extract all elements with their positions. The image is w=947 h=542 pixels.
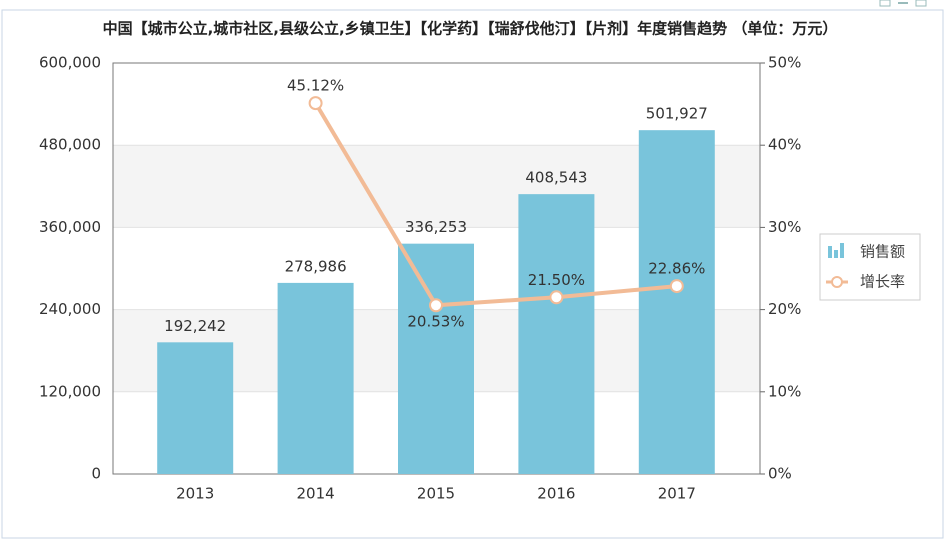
x-tick-label: 2015 — [417, 485, 455, 503]
chart-border — [1, 9, 944, 539]
y-tick-label: 0 — [91, 465, 101, 483]
legend-swatch — [828, 246, 832, 258]
y2-tick-label: 0% — [768, 465, 792, 483]
y2-tick-label: 40% — [768, 136, 801, 154]
bar — [638, 130, 715, 475]
y-tick-label: 120,000 — [39, 382, 101, 400]
legend-box — [819, 233, 921, 301]
x-tick-label: 2016 — [537, 485, 575, 503]
y2-tick-label: 10% — [768, 382, 801, 400]
bar — [518, 194, 595, 474]
line-value-label: 45.12% — [287, 77, 344, 95]
bar — [157, 342, 234, 474]
y-tick-label: 240,000 — [39, 300, 101, 318]
x-tick-label: 2017 — [658, 485, 696, 503]
y-tick-label: 480,000 — [39, 136, 101, 154]
bar-value-label: 192,242 — [164, 317, 226, 335]
line-point — [549, 290, 564, 305]
line-value-label: 22.86% — [648, 260, 705, 278]
line-value-label: 21.50% — [528, 271, 585, 289]
legend-swatch — [840, 243, 844, 258]
bar-value-label: 408,543 — [525, 169, 587, 187]
line-point — [429, 298, 443, 313]
legend-label: 销售额 — [860, 243, 905, 261]
y2-tick-label: 50% — [768, 54, 801, 72]
bar-value-label: 278,986 — [285, 257, 347, 275]
bar — [398, 243, 474, 474]
line-value-label: 20.53% — [407, 313, 464, 331]
legend-label: 增长率 — [860, 273, 905, 291]
tool-icon[interactable] — [898, 2, 908, 4]
y2-tick-label: 20% — [768, 300, 801, 318]
tool-icon[interactable] — [915, 0, 927, 7]
line-point — [669, 279, 684, 294]
x-tick-label: 2013 — [176, 485, 214, 503]
line-point — [308, 96, 323, 111]
tool-icon[interactable] — [879, 0, 891, 7]
legend-swatch — [834, 250, 838, 258]
x-tick-label: 2014 — [297, 485, 335, 503]
y2-tick-label: 30% — [768, 218, 801, 236]
y-tick-label: 600,000 — [39, 54, 101, 72]
toolbar[interactable] — [879, 0, 927, 7]
legend-swatch — [831, 276, 843, 288]
bar-value-label: 336,253 — [405, 218, 467, 236]
bar-value-label: 501,927 — [646, 105, 708, 123]
y-tick-label: 360,000 — [39, 218, 101, 236]
line — [313, 102, 677, 308]
chart-title: 中国【城市公立,城市社区,县级公立,乡镇卫生】【化学药】【瑞舒伐他汀】【片剂】年… — [103, 20, 838, 38]
bar — [277, 282, 354, 474]
